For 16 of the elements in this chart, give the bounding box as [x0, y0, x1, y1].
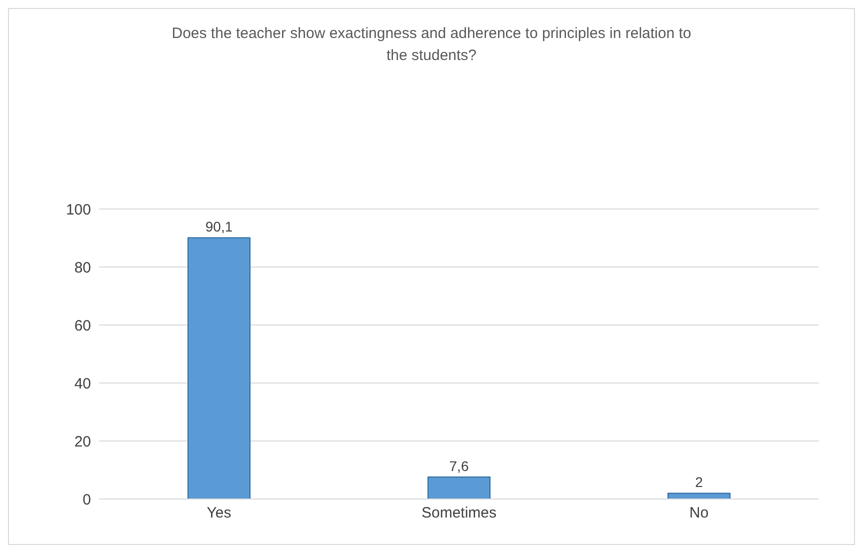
x-tick-label: Yes [206, 504, 232, 522]
y-tick-label: 0 [82, 491, 91, 508]
y-tick-label: 80 [74, 259, 91, 276]
x-tick-label: Sometimes [421, 504, 497, 522]
x-tick-label: No [689, 504, 709, 522]
data-label: 2 [695, 474, 704, 490]
data-label: 90,1 [205, 218, 233, 235]
bar [188, 237, 250, 499]
y-tick-label: 100 [66, 201, 91, 218]
bar [428, 476, 490, 499]
chart-title: Does the teacher show exactingness and adherence to principles in relation to the students? [170, 24, 692, 66]
y-tick-label: 20 [74, 433, 91, 450]
y-tick-label: 40 [74, 375, 91, 392]
data-label: 7,6 [449, 458, 469, 474]
y-tick-label: 60 [74, 317, 91, 334]
bar [668, 492, 730, 499]
